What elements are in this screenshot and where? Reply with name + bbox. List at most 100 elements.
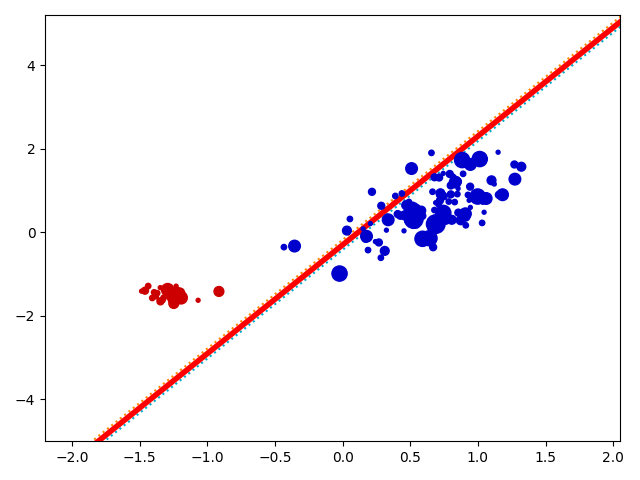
- Point: [456, 216, 466, 224]
- Point: [383, 216, 394, 224]
- Point: [401, 201, 412, 209]
- Point: [408, 215, 419, 223]
- Point: [170, 294, 180, 302]
- Point: [412, 222, 422, 230]
- Point: [453, 185, 463, 192]
- Point: [408, 208, 419, 216]
- Point: [193, 297, 204, 304]
- Point: [464, 196, 474, 204]
- Point: [177, 293, 187, 301]
- Point: [416, 207, 426, 215]
- Point: [493, 191, 504, 199]
- Point: [177, 291, 187, 299]
- Point: [163, 286, 173, 294]
- Point: [449, 172, 459, 180]
- Point: [445, 181, 456, 189]
- Point: [472, 192, 483, 200]
- Point: [166, 294, 177, 302]
- Point: [404, 214, 414, 221]
- Point: [404, 198, 414, 206]
- Point: [435, 190, 445, 197]
- Point: [335, 270, 345, 277]
- Point: [475, 155, 485, 163]
- Point: [360, 235, 371, 243]
- Point: [497, 191, 508, 199]
- Point: [413, 209, 424, 217]
- Point: [460, 213, 470, 220]
- Point: [460, 210, 470, 217]
- Point: [345, 215, 355, 223]
- Point: [380, 247, 390, 255]
- Point: [493, 148, 503, 156]
- Point: [371, 238, 381, 245]
- Point: [441, 204, 451, 212]
- Point: [163, 289, 173, 297]
- Point: [428, 188, 438, 195]
- Point: [170, 290, 180, 298]
- Point: [289, 242, 300, 250]
- Point: [147, 294, 157, 302]
- Point: [381, 227, 392, 234]
- Point: [363, 246, 373, 254]
- Point: [407, 206, 417, 214]
- Point: [431, 199, 441, 206]
- Point: [472, 192, 482, 200]
- Point: [397, 190, 407, 197]
- Point: [445, 170, 455, 178]
- Point: [175, 289, 185, 297]
- Point: [156, 298, 166, 305]
- Point: [169, 300, 179, 307]
- Point: [424, 234, 435, 242]
- Point: [171, 282, 181, 290]
- Point: [395, 212, 405, 219]
- Point: [406, 165, 417, 172]
- Point: [417, 235, 428, 243]
- Point: [486, 177, 497, 184]
- Point: [489, 180, 499, 188]
- Point: [480, 195, 490, 203]
- Point: [342, 227, 352, 234]
- Point: [149, 288, 159, 296]
- Point: [143, 282, 154, 290]
- Point: [481, 195, 492, 203]
- Point: [214, 288, 224, 295]
- Point: [450, 178, 460, 186]
- Point: [401, 217, 412, 225]
- Point: [452, 178, 463, 185]
- Point: [358, 225, 368, 233]
- Point: [169, 290, 179, 298]
- Point: [170, 288, 180, 295]
- Point: [172, 293, 182, 300]
- Point: [376, 202, 387, 210]
- Point: [433, 201, 444, 208]
- Point: [479, 208, 489, 216]
- Point: [390, 192, 401, 200]
- Point: [457, 156, 467, 164]
- Point: [152, 289, 163, 297]
- Point: [392, 210, 403, 218]
- Point: [171, 288, 181, 296]
- Point: [412, 204, 422, 212]
- Point: [441, 217, 451, 225]
- Point: [429, 206, 440, 214]
- Point: [399, 212, 410, 219]
- Point: [428, 243, 438, 251]
- Point: [434, 174, 444, 181]
- Point: [408, 211, 419, 219]
- Point: [176, 294, 186, 301]
- Point: [438, 169, 449, 177]
- Point: [510, 160, 520, 168]
- Point: [434, 220, 444, 228]
- Point: [461, 221, 471, 229]
- Point: [470, 194, 481, 202]
- Point: [458, 170, 468, 178]
- Point: [169, 294, 179, 301]
- Point: [374, 239, 384, 246]
- Point: [465, 161, 476, 168]
- Point: [447, 216, 457, 224]
- Point: [405, 203, 415, 211]
- Point: [452, 190, 463, 198]
- Point: [516, 163, 527, 170]
- Point: [155, 284, 165, 291]
- Point: [399, 227, 409, 235]
